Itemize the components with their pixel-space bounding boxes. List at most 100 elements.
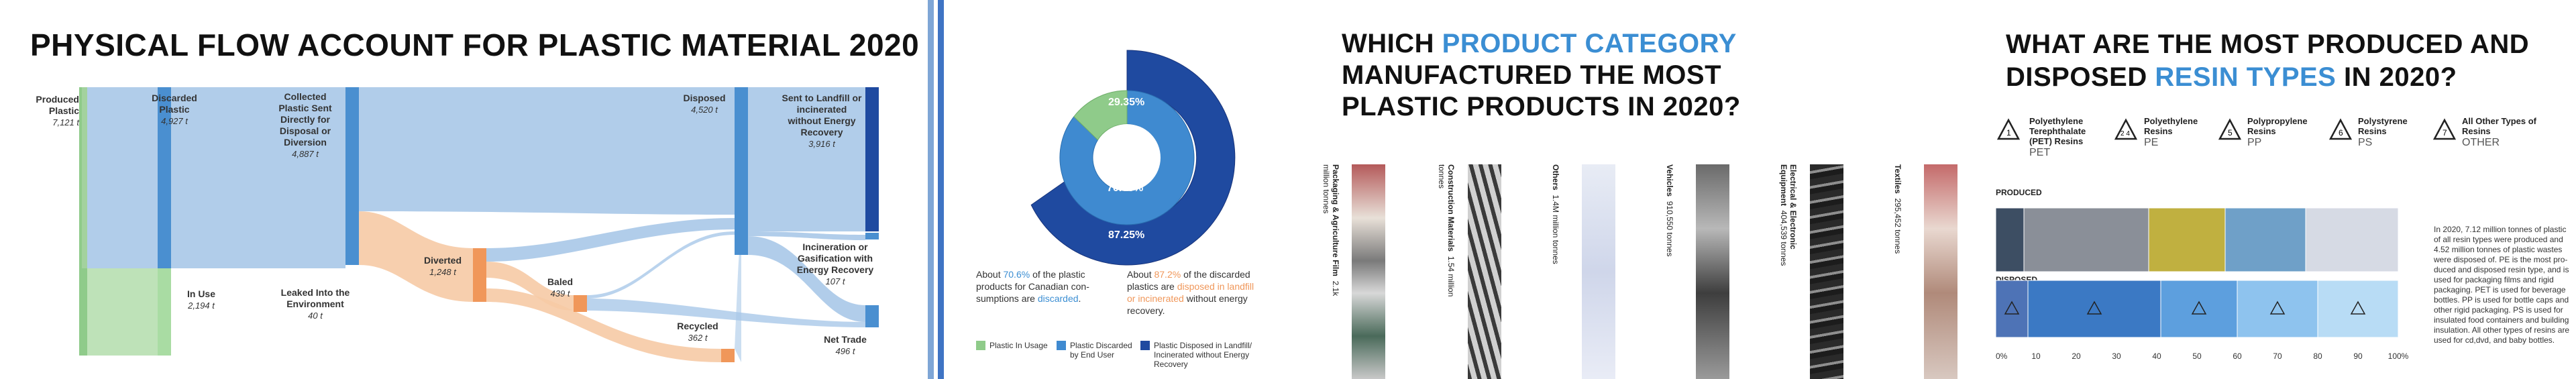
disposed-segment-pet xyxy=(1996,280,2029,338)
recycle-marker-icon xyxy=(2269,301,2286,315)
label-incineration: Incineration or Gasification with Energy… xyxy=(796,241,874,286)
legend-discarded: Plastic Discarded by End User xyxy=(1057,341,1134,360)
produced-segment-pet xyxy=(1996,207,2025,272)
photo-construction xyxy=(1468,164,1501,379)
category-electrical: Electrical & Electronic Equipment 404,53… xyxy=(1779,164,1798,266)
flow-discarded-collected xyxy=(171,87,345,265)
axis-tick-label: 80 xyxy=(2313,351,2322,361)
axis-tick-label: 30 xyxy=(2112,351,2121,361)
category-textiles: Textiles 295,452 tonnes xyxy=(1893,164,1902,254)
panel4-title: WHAT ARE THE MOST PRODUCED AND DISPOSED … xyxy=(2006,30,2530,92)
resin-stacked-bars: 0% 10 20 30 40 50 60 70 80 90 100% xyxy=(1996,207,2409,361)
produced-segment-pp xyxy=(2148,207,2226,272)
label-recycled: Recycled 362 t xyxy=(677,321,718,343)
flow-disposed-nettrade xyxy=(748,236,865,322)
legend-disposed: Plastic Disposed in Landfill/ Incinerate… xyxy=(1140,341,1265,369)
flow-diverted-baled xyxy=(486,262,574,311)
svg-text:5: 5 xyxy=(2228,128,2233,138)
label-nettrade: Net Trade 496 t xyxy=(824,334,867,356)
axis-tick-label: 0% xyxy=(1996,351,2008,361)
disposed-segment-other xyxy=(2317,280,2399,338)
recycle-icon-ps: 6 xyxy=(2328,118,2353,140)
axis-tick-label: 100% xyxy=(2388,351,2409,361)
note-right: About 87.2% of the discarded plastics ar… xyxy=(1127,269,1254,316)
label-landfill: Sent to Landfill or incinerated without … xyxy=(782,93,862,149)
flow-produced-inuse xyxy=(87,268,158,356)
axis-tick-label: 40 xyxy=(2152,351,2161,361)
flow-discarded-leaked xyxy=(171,265,345,268)
legend-inuse: Plastic In Usage xyxy=(976,341,1057,350)
label-green-pct: 29.35% xyxy=(1108,97,1144,108)
node-baled xyxy=(574,295,587,312)
node-inuse xyxy=(158,268,171,356)
panel3-title: WHICH PRODUCT CATEGORY MANUFACTURED THE … xyxy=(1342,29,1741,121)
axis-tick-label: 60 xyxy=(2233,351,2242,361)
donut-chart: 29.35% 70.65% 87.25% xyxy=(1030,50,1236,266)
resin-pet: Polyethylene Terephthalate (PET) Resins P… xyxy=(2029,116,2086,158)
svg-text:7: 7 xyxy=(2443,128,2447,138)
label-diverted: Diverted 1,248 t xyxy=(423,255,462,277)
flow-diverted-disposed xyxy=(486,218,735,262)
node-recycled xyxy=(721,349,735,362)
svg-text:2 4: 2 4 xyxy=(2121,130,2130,138)
label-collected: Collected Plastic Sent Directly for Disp… xyxy=(278,91,332,159)
photo-vehicles xyxy=(1696,164,1729,379)
disposed-segment-pe xyxy=(2027,280,2161,338)
resin-ps: Polystyrene Resins PS xyxy=(2358,116,2408,148)
flow-collected-disposed xyxy=(359,87,735,215)
category-construction: Construction Materials 1.54 million tonn… xyxy=(1437,164,1456,297)
category-vehicles: Vehicles 910,550 tonnes xyxy=(1665,164,1674,257)
node-collected xyxy=(345,87,359,265)
node-produced-blue xyxy=(82,87,87,268)
sankey-chart xyxy=(79,87,879,362)
label-inuse: In Use 2,194 t xyxy=(186,288,215,311)
divider-1 xyxy=(928,0,934,379)
photo-others xyxy=(1582,164,1615,379)
recycle-icon-pp: 5 xyxy=(2218,118,2242,140)
axis-tick-label: 20 xyxy=(2072,351,2081,361)
axis-tick-label: 70 xyxy=(2273,351,2282,361)
note-left: About 70.6% of the plastic products for … xyxy=(976,269,1089,304)
flow-disposed-incineration xyxy=(748,231,865,240)
axis-tick-label: 10 xyxy=(2031,351,2041,361)
outer-ring-disposed xyxy=(1030,50,1236,266)
svg-text:6: 6 xyxy=(2339,128,2343,138)
flow-produced-discarded xyxy=(87,87,158,268)
recycle-marker-icon xyxy=(2350,301,2366,315)
label-produced: Produced Plastic 7,121 t xyxy=(36,94,79,127)
produced-label: PRODUCED xyxy=(1996,188,2042,197)
label-baled: Baled 439 t xyxy=(547,276,574,299)
panel1-title: PHYSICAL FLOW ACCOUNT FOR PLASTIC MATERI… xyxy=(30,28,920,62)
axis-tick-label: 90 xyxy=(2353,351,2363,361)
disposed-segment-ps xyxy=(2237,280,2318,338)
label-leaked: Leaked Into the Environment 40 t xyxy=(280,287,350,321)
disposed-segment-pp xyxy=(2160,280,2238,338)
resin-pp: Polypropylene Resins PP xyxy=(2247,116,2308,148)
produced-segment-pe xyxy=(2023,207,2149,272)
node-incineration xyxy=(865,233,879,239)
photo-electrical xyxy=(1810,164,1843,379)
node-landfill xyxy=(865,87,879,231)
node-nettrade xyxy=(865,305,879,327)
flow-collected-diverted xyxy=(359,211,473,302)
divider-2 xyxy=(938,0,944,379)
node-disposed xyxy=(735,87,748,255)
svg-text:1: 1 xyxy=(2006,128,2011,138)
node-discarded xyxy=(158,87,171,268)
label-disposed: Disposed 4,520 t xyxy=(683,93,726,115)
donut-hole xyxy=(1093,124,1161,191)
photo-packaging xyxy=(1352,164,1385,379)
resin-other: All Other Types of Resins OTHER xyxy=(2462,116,2536,148)
category-others: Others 1.4M million tonnes xyxy=(1551,164,1560,264)
resin-note: In 2020, 7.12 million tonnes of plastic … xyxy=(2434,225,2570,345)
flow-baled-nettrade xyxy=(587,299,865,327)
label-outer-pct: 87.25% xyxy=(1108,229,1144,241)
recycle-marker-icon xyxy=(2004,301,2020,315)
inner-ring-inuse xyxy=(1073,90,1128,141)
produced-segment-ps xyxy=(2224,207,2306,272)
category-packaging: Packaging & Agriculture Film 2.1k millio… xyxy=(1322,164,1340,296)
recycle-icon-pe: 2 4 xyxy=(2114,118,2138,140)
flow-recycled-disposed xyxy=(735,236,741,362)
recycle-marker-icon xyxy=(2191,301,2207,315)
label-discarded: Discarded Plastic 4,927 t xyxy=(152,93,197,126)
